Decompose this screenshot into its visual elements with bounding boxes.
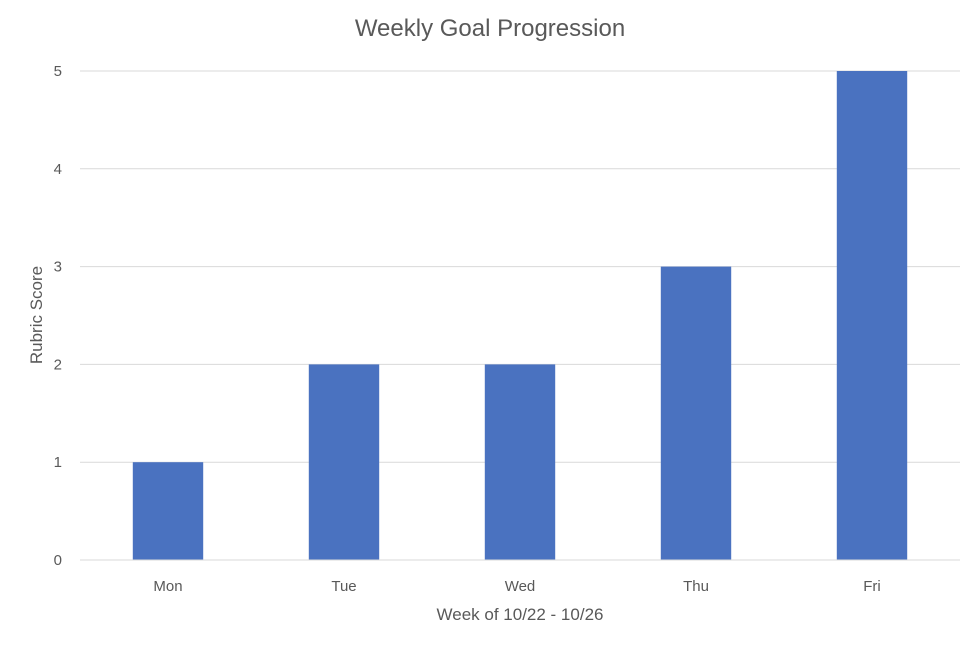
x-tick-label: Thu — [683, 578, 709, 595]
x-tick-label: Mon — [153, 578, 182, 595]
x-axis-ticks: Mon Tue Wed Thu Fri — [153, 578, 880, 595]
x-axis-label: Week of 10/22 - 10/26 — [437, 605, 604, 624]
y-tick-label: 5 — [54, 63, 62, 80]
y-tick-label: 2 — [54, 356, 62, 373]
gridlines — [80, 70, 960, 463]
bars — [132, 71, 908, 560]
chart-title: Weekly Goal Progression — [355, 15, 625, 42]
bar-tue — [308, 364, 380, 560]
y-axis-label: Rubric Score — [27, 266, 46, 364]
x-tick-label: Tue — [331, 578, 356, 595]
bar-thu — [660, 266, 732, 560]
y-axis-ticks: 0 1 2 3 4 5 — [54, 63, 62, 569]
bar-mon — [132, 462, 204, 560]
x-tick-label: Wed — [505, 578, 536, 595]
y-tick-label: 1 — [54, 454, 62, 471]
y-tick-label: 0 — [54, 552, 62, 569]
y-tick-label: 4 — [54, 161, 62, 178]
bar-fri — [836, 71, 908, 560]
bar-wed — [484, 364, 556, 560]
y-tick-label: 3 — [54, 259, 62, 276]
x-tick-label: Fri — [863, 578, 881, 595]
